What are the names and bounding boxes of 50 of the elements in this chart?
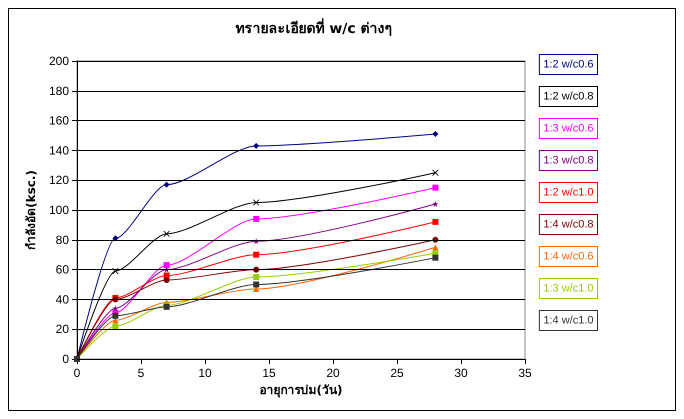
- x-tick-label: 30: [454, 366, 468, 380]
- x-axis-title: อายุการบ่ม(วัน): [260, 382, 342, 398]
- point: [432, 244, 438, 250]
- point: [253, 252, 260, 258]
- point: [164, 262, 170, 268]
- point: [112, 323, 118, 330]
- point: [164, 230, 170, 237]
- text: 1:3 w/c1.0: [543, 282, 594, 294]
- y-tick-label: 200: [48, 54, 70, 68]
- point: [253, 142, 260, 149]
- y-tick-label: 120: [48, 173, 70, 188]
- y-tick-label: 160: [48, 114, 70, 128]
- chart-title: ทรายละเอียดที่ w/c ต่างๆ: [235, 18, 393, 37]
- point: [112, 312, 118, 319]
- x-tick-label: 25: [390, 366, 404, 380]
- point: [164, 277, 170, 284]
- y-tick-label: 80: [56, 232, 70, 247]
- text: 1:4 w/c0.6: [543, 250, 594, 262]
- point: [432, 131, 438, 138]
- text: 1:2 w/c0.8: [543, 90, 594, 102]
- x-tick-label: 20: [326, 366, 340, 380]
- y-tick-label: 40: [56, 292, 70, 306]
- text: 1:4 w/c1.0: [543, 314, 594, 326]
- y-tick-label: 140: [48, 143, 70, 158]
- point: [164, 182, 170, 188]
- y-tick-label: 100: [48, 203, 70, 217]
- text: 1:3 w/c0.8: [543, 154, 594, 166]
- point: [253, 282, 260, 288]
- text: 1:2 w/c0.6: [543, 58, 594, 70]
- y-tick-label: 60: [56, 262, 70, 277]
- x-tick-label: 15: [262, 366, 276, 380]
- point: [432, 218, 438, 225]
- point: [432, 201, 438, 208]
- point: [253, 216, 260, 222]
- point: [432, 254, 438, 261]
- y-tick-label: 20: [56, 322, 70, 336]
- x-tick-label: 10: [198, 366, 212, 380]
- y-axis-title: กำลังอัด(ksc.): [24, 170, 38, 250]
- text: 1:2 w/c1.0: [543, 186, 594, 198]
- point: [112, 305, 118, 312]
- x-tick-label: 0: [74, 366, 81, 380]
- x-tick-label: 35: [518, 366, 532, 380]
- text: 1:4 w/c0.8: [543, 218, 594, 230]
- y-tick-label: 180: [48, 84, 70, 98]
- x-tick-label: 5: [138, 366, 145, 380]
- point: [112, 235, 118, 242]
- point: [432, 184, 438, 191]
- y-tick-label: 0: [62, 352, 70, 366]
- text: 1:3 w/c0.6: [543, 122, 594, 134]
- point: [253, 274, 260, 280]
